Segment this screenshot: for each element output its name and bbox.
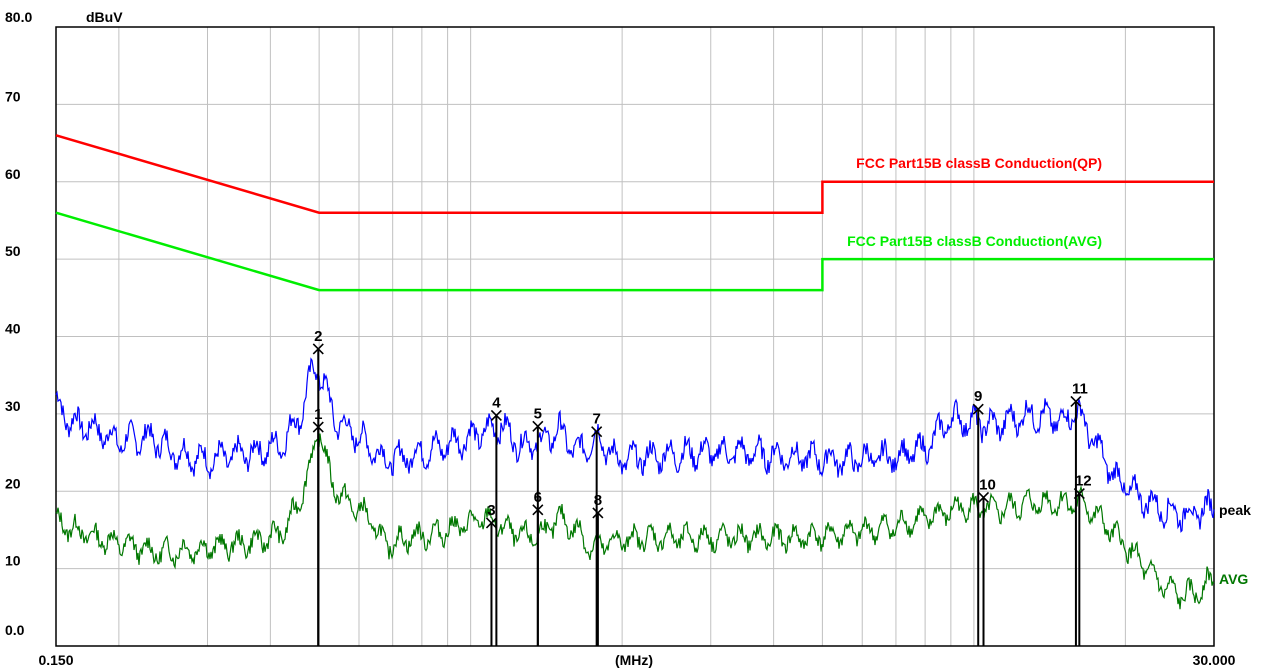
x-tick-label: 30.000 bbox=[1193, 652, 1236, 668]
y-tick-label: 40 bbox=[5, 321, 21, 337]
marker-x bbox=[972, 403, 984, 415]
y-tick-label: 50 bbox=[5, 243, 21, 259]
marker-x bbox=[592, 507, 604, 519]
limit-line bbox=[55, 134, 1214, 214]
y-tick-label: 0.0 bbox=[5, 622, 25, 638]
x-axis-label: (MHz) bbox=[615, 652, 653, 668]
marker-x bbox=[977, 491, 990, 504]
marker-label: 5 bbox=[534, 405, 542, 422]
y-tick-label: 80.0 bbox=[5, 9, 32, 25]
marker-label: 10 bbox=[979, 476, 996, 493]
limit-label: FCC Part15B classB Conduction(QP) bbox=[856, 155, 1102, 171]
y-tick-label: 30 bbox=[5, 398, 21, 414]
y-tick-label: 60 bbox=[5, 166, 21, 182]
plot-frame bbox=[55, 26, 1215, 647]
marker-label: 4 bbox=[492, 394, 501, 411]
trace-line bbox=[55, 357, 1215, 533]
x-tick-labels: 0.150 30.000 bbox=[38, 652, 1235, 668]
marker-label: 7 bbox=[592, 411, 600, 428]
marker-x bbox=[485, 517, 498, 529]
x-tick-label: 0.150 bbox=[38, 652, 73, 668]
limit-line bbox=[55, 211, 1214, 292]
marker-x bbox=[591, 426, 603, 438]
marker-x bbox=[490, 409, 502, 421]
limit-label: FCC Part15B classB Conduction(AVG) bbox=[847, 233, 1102, 249]
marker-x bbox=[532, 504, 544, 516]
marker-x bbox=[1070, 395, 1082, 408]
marker-label: 12 bbox=[1075, 473, 1092, 490]
y-axis-label: dBuV bbox=[86, 9, 123, 25]
marker-label: 2 bbox=[314, 328, 322, 345]
y-tick-label: 70 bbox=[5, 88, 21, 104]
marker-label: 11 bbox=[1072, 380, 1088, 397]
y-tick-labels: 80.0 70 60 50 40 30 20 10 0.0 bbox=[5, 9, 32, 638]
marker-label: 3 bbox=[487, 502, 495, 519]
marker-x bbox=[312, 343, 324, 355]
series-label: AVG bbox=[1219, 571, 1248, 587]
series-label: peak bbox=[1219, 502, 1251, 518]
marker-label: 6 bbox=[534, 489, 542, 506]
marker-label: 8 bbox=[594, 492, 602, 509]
limit-lines: FCC Part15B classB Conduction(QP) FCC Par… bbox=[55, 134, 1214, 292]
trace-line bbox=[55, 433, 1215, 610]
marker-group: 123456789101112 bbox=[312, 328, 1092, 646]
marker-x bbox=[1073, 488, 1085, 500]
y-tick-label: 10 bbox=[5, 553, 21, 569]
measurement-series: peak AVG bbox=[55, 357, 1251, 610]
y-tick-label: 20 bbox=[5, 475, 21, 491]
marker-x bbox=[532, 420, 544, 432]
marker-label: 9 bbox=[974, 388, 982, 405]
